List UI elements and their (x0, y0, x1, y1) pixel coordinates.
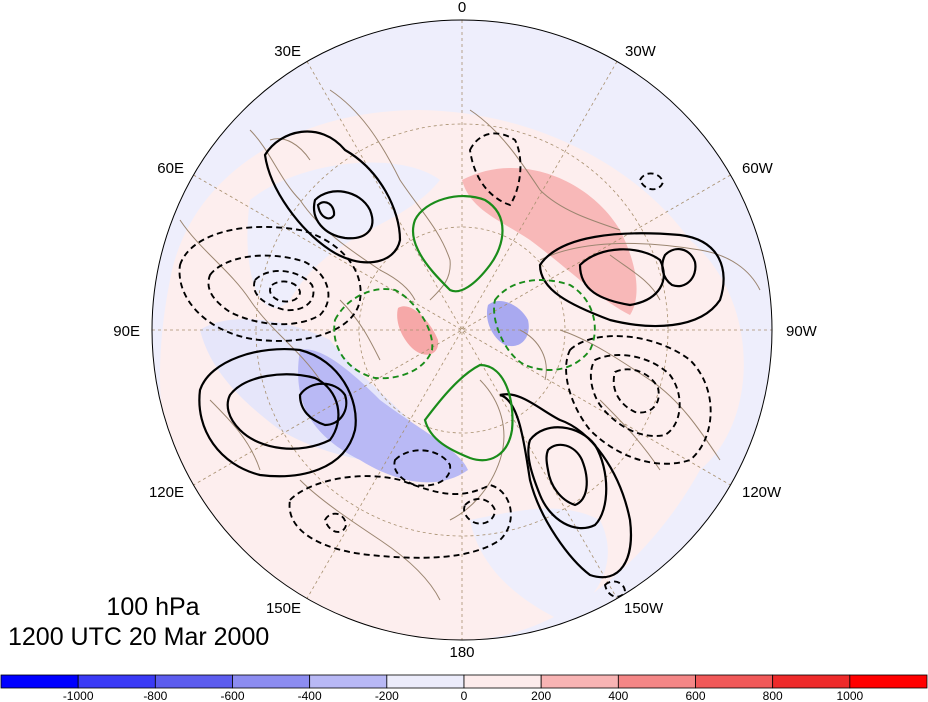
zero-contour (493, 279, 596, 371)
colorbar-tick-label: 600 (685, 689, 705, 702)
anomaly-shading (152, 20, 772, 640)
valid-time: 1200 UTC 20 Mar 2000 (8, 623, 270, 651)
map-caption: 100 hPa 1200 UTC 20 Mar 2000 (0, 592, 330, 652)
colorbar-segment (386, 674, 465, 689)
positive-contour (578, 248, 665, 307)
colorbar-tick-label: 1000 (836, 689, 863, 702)
zero-contour (423, 363, 514, 462)
negative-contour (269, 280, 301, 303)
positive-contour (538, 232, 725, 328)
colorbar-segment (540, 674, 619, 689)
negative-contour (612, 368, 660, 414)
lon-label-120w: 120W (742, 484, 782, 501)
colorbar-segment (695, 674, 774, 689)
colorbar-segment (309, 674, 388, 689)
contour-lines (178, 130, 725, 598)
colorbar-tick-label: 200 (531, 689, 551, 702)
colorbar-tick-label: 800 (763, 689, 783, 702)
colorbar-tick-label: -400 (298, 689, 322, 702)
colorbar-tick-label: -600 (220, 689, 244, 702)
colorbar-tick-label: 400 (608, 689, 628, 702)
lon-label-150e: 150E (266, 600, 301, 617)
lon-label-0: 0 (458, 0, 466, 16)
pressure-level: 100 hPa (106, 593, 200, 621)
lon-label-180: 180 (449, 644, 474, 661)
colorbar-segment (77, 674, 156, 689)
lon-label-150w: 150W (624, 600, 664, 617)
colorbar-segment (0, 674, 79, 689)
longitude-labels: 0 30W 60W 90W 120W 150W 180 150E 120E 90… (113, 0, 817, 661)
negative-contour (393, 449, 451, 487)
colorbar-segment (617, 674, 696, 689)
colorbar-segment (463, 674, 542, 689)
colorbar-tick-label: -1000 (63, 689, 94, 702)
lon-label-120e: 120E (149, 484, 184, 501)
negative-contour (463, 498, 496, 525)
positive-contour (316, 201, 336, 220)
lon-label-90e: 90E (113, 323, 140, 340)
negative-contour (589, 354, 681, 437)
colorbar-segment (772, 674, 851, 689)
colorbar-tick-label: 0 (461, 689, 468, 702)
negative-contour (603, 580, 626, 598)
negative-contour (253, 270, 315, 312)
positive-contour (298, 382, 348, 427)
positive-contour (499, 393, 632, 579)
negative-contour (178, 225, 362, 342)
negative-contour (207, 254, 330, 326)
positive-contour (312, 190, 374, 240)
zero-contour (333, 288, 434, 380)
lon-label-30w: 30W (625, 43, 657, 60)
lon-label-30e: 30E (274, 43, 301, 60)
positive-contour (527, 426, 608, 530)
colorbar-segment (154, 674, 233, 689)
map-boundary (151, 19, 773, 641)
negative-contour (565, 335, 712, 465)
positive-contour (545, 443, 588, 507)
colorbar-tick-label: -200 (375, 689, 399, 702)
colorbar-segment (849, 674, 928, 689)
positive-contour (198, 348, 357, 478)
lon-label-60e: 60E (157, 160, 184, 177)
colorbar-segment (232, 674, 311, 689)
zero-contour (411, 195, 504, 293)
lon-label-60w: 60W (742, 160, 774, 177)
positive-contour (263, 130, 402, 264)
colorbar-tick-label: -800 (143, 689, 167, 702)
positive-contour (226, 373, 340, 450)
positive-contour (661, 248, 697, 288)
lon-label-90w: 90W (786, 323, 818, 340)
negative-contour (469, 132, 522, 207)
colorbar: -1000 -800 -600 -400 -200 0 200 400 600 800 1000 (0, 674, 928, 702)
